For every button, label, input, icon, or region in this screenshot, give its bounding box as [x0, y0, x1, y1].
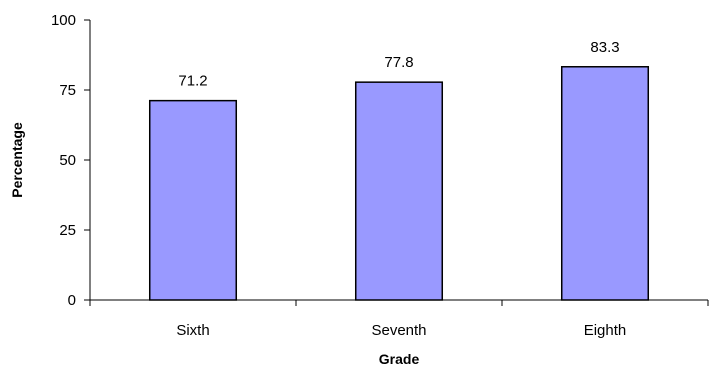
data-label: 71.2 — [178, 73, 207, 90]
category-label: Seventh — [371, 322, 426, 339]
y-axis-title: Percentage — [9, 122, 25, 198]
data-label: 77.8 — [384, 54, 413, 71]
y-tick-label: 75 — [59, 82, 76, 99]
category-labels: Sixth Seventh Eighth — [176, 322, 626, 339]
bar-seventh — [354, 81, 444, 301]
bar-eighth — [560, 66, 650, 301]
x-axis-title: Grade — [379, 351, 420, 367]
category-label: Sixth — [176, 322, 209, 339]
data-labels: 71.2 77.8 83.3 — [178, 39, 619, 90]
x-axis — [89, 299, 709, 306]
y-tick-label: 100 — [51, 12, 76, 29]
y-tick-label: 50 — [59, 152, 76, 169]
bar-sixth — [148, 99, 238, 301]
data-label: 83.3 — [590, 39, 619, 56]
y-tick-label: 0 — [68, 292, 76, 309]
bar-series — [148, 66, 650, 301]
y-tick-label: 25 — [59, 222, 76, 239]
y-axis: 0 25 50 75 100 — [51, 12, 91, 309]
y-axis-ticks: 0 25 50 75 100 — [51, 12, 90, 309]
category-label: Eighth — [584, 322, 627, 339]
x-axis-ticks — [89, 300, 709, 306]
